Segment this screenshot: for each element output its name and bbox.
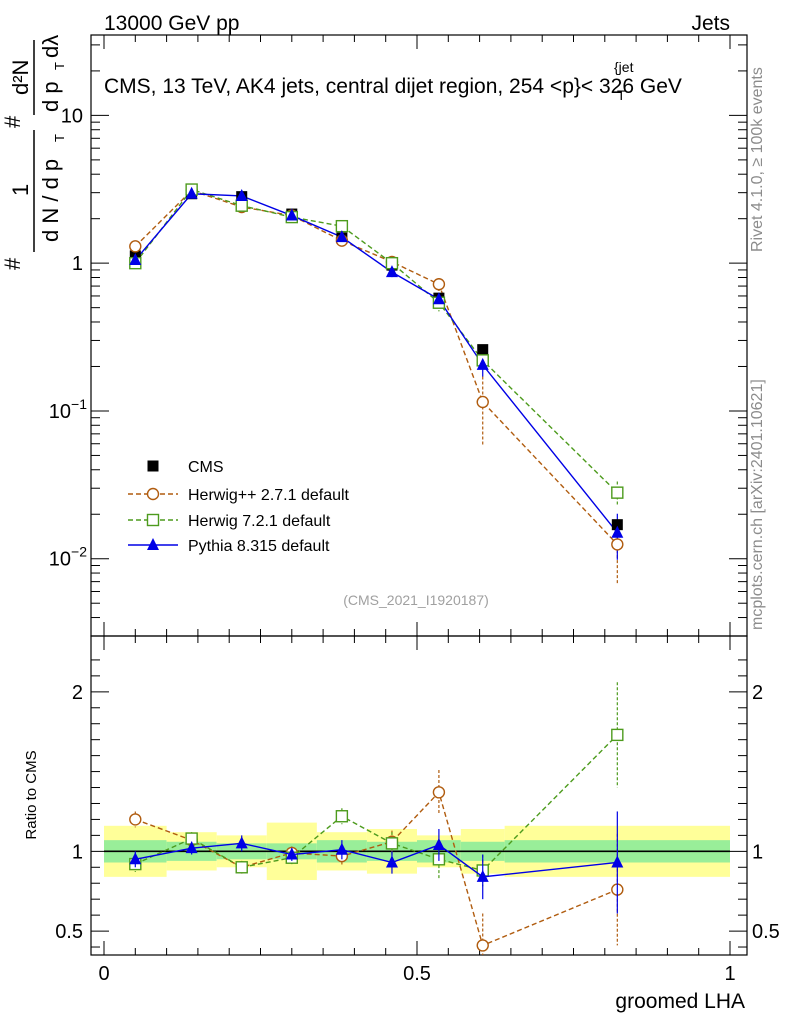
analysis-tag: (CMS_2021_I1920187) (343, 592, 489, 608)
ylabel-t2: T (52, 62, 67, 70)
ratio-tick-label-left: 1 (72, 841, 83, 863)
main-series (129, 183, 624, 585)
ratio-point (611, 855, 624, 868)
ylabel-dl: dλ (38, 35, 63, 58)
series-point (432, 278, 446, 291)
ratio-point (476, 869, 489, 882)
legend-label: Herwig++ 2.7.1 default (188, 487, 350, 504)
y-tick-label: 10 (61, 105, 83, 127)
y-tick-label: 10−2 (49, 544, 87, 571)
series-point (285, 208, 298, 221)
ylabel-dpt: d p (38, 81, 63, 112)
series-point (476, 357, 489, 370)
series-point (235, 199, 248, 212)
series-line (134, 193, 618, 534)
y-axis-label: # 1 d N / d p T # d²N d p T dλ (0, 35, 67, 270)
ratio-tick-label-right: 1 (752, 841, 763, 863)
series-point (335, 219, 349, 233)
ratio-point (335, 810, 349, 823)
cms-data-point (477, 344, 489, 356)
mcplots-label: mcplots.cern.ch [arXiv:2401.10621] (749, 379, 766, 630)
ratio-point (335, 842, 348, 855)
series-point (432, 292, 445, 305)
ratio-axis-label: Ratio to CMS (23, 750, 40, 839)
cms-data-point (611, 519, 623, 531)
x-axis-label: groomed LHA (615, 990, 745, 1013)
ylabel-one: 1 (8, 184, 33, 196)
series-point (235, 188, 248, 201)
ratio-frame (90, 635, 748, 956)
x-tick-label: 0 (98, 963, 109, 985)
ratio-point (432, 786, 446, 799)
ratio-point (385, 855, 398, 868)
ratio-bands (104, 822, 730, 881)
x-tick-label: 1 (724, 963, 735, 985)
legend: CMS Herwig++ 2.7.1 default Herwig 7.2.1 de… (128, 459, 350, 555)
ratio-point (611, 728, 624, 742)
legend-label: Herwig 7.2.1 default (188, 513, 331, 530)
chart-title-pt: p (562, 75, 574, 98)
header-left: 13000 GeV pp (104, 12, 239, 35)
ratio-tick-label-left: 2 (72, 682, 83, 704)
series-point (335, 230, 348, 243)
ratio-point (476, 939, 489, 952)
ratio-point (129, 813, 142, 826)
series-line (134, 188, 618, 494)
ratio-tick-label-left: 0.5 (55, 921, 83, 943)
rivet-label: Rivet 4.1.0, ≥ 100k events (749, 67, 766, 252)
axis-ticks: 0 0.5 1 10−2 10−1 1 10 0.5 0.5 1 1 2 2 (49, 35, 780, 985)
series-line (134, 189, 618, 545)
frames (90, 34, 748, 956)
ratio-point (285, 847, 298, 860)
ratio-tick-label-right: 0.5 (752, 921, 780, 943)
series-point (611, 486, 624, 499)
y-tick-label: 1 (72, 253, 83, 275)
series-point (129, 240, 142, 253)
ratio-tick-label-right: 2 (752, 682, 763, 704)
series-point (185, 186, 198, 199)
chart-title-end: }< 326 GeV (574, 75, 682, 98)
legend-marker-cms (147, 460, 159, 472)
ratio-point (235, 836, 248, 849)
ylabel-t: T (52, 134, 67, 142)
x-tick-label: 0.5 (403, 963, 431, 985)
legend-label: CMS (188, 459, 224, 476)
ratio-point (385, 837, 399, 850)
series-point (611, 538, 624, 551)
ylabel-hash1: # (0, 257, 25, 270)
legend-marker (147, 538, 159, 550)
legend-label: Pythia 8.315 default (188, 538, 330, 555)
chart-title: CMS, 13 TeV, AK4 jets, central dijet reg… (104, 75, 682, 98)
y-tick-label: 10−1 (49, 396, 87, 423)
ratio-point (432, 837, 445, 850)
ylabel-hash2: # (0, 115, 25, 128)
header-right: Jets (691, 12, 730, 35)
series-point (129, 253, 142, 266)
series-point (476, 395, 489, 409)
chart-title-sub: T (617, 87, 626, 103)
ylabel-d2n: d²N (8, 60, 33, 95)
ratio-point (129, 852, 142, 865)
ratio-series (129, 682, 624, 955)
chart-title-main: CMS, 13 TeV, AK4 jets, central dijet reg… (104, 75, 562, 98)
ylabel-dn: d N / d p (38, 159, 63, 242)
ratio-point (235, 861, 248, 874)
legend-marker (146, 513, 160, 527)
series-point (611, 525, 624, 538)
ratio-point (185, 841, 198, 854)
legend-marker (146, 487, 160, 501)
series-point (385, 265, 398, 278)
chart-title-sup: {jet (614, 59, 634, 75)
